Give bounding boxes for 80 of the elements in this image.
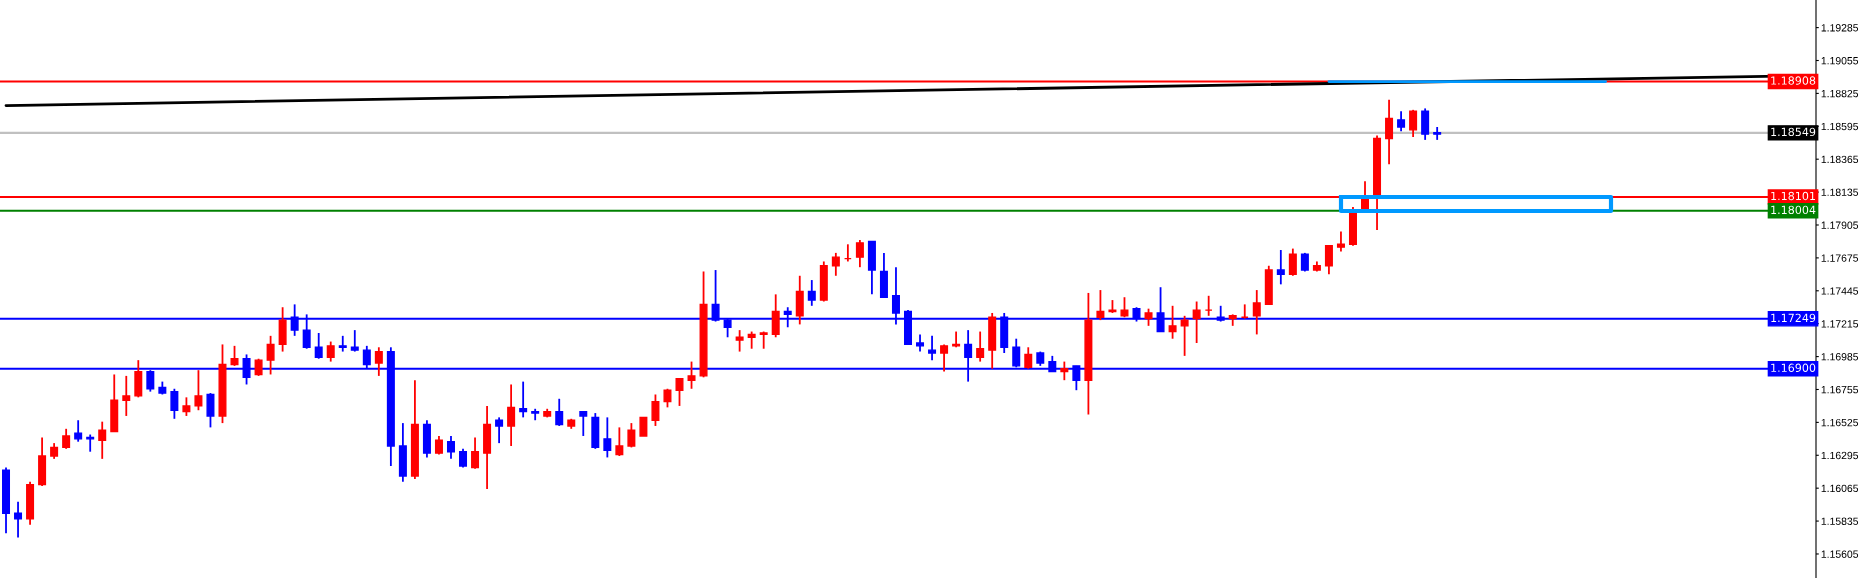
candlestick (86, 433, 95, 453)
candlestick (1276, 249, 1285, 286)
candlestick (1397, 110, 1406, 133)
candlestick (976, 330, 985, 363)
candlestick (62, 427, 71, 450)
candlestick (615, 426, 624, 457)
y-tick-label: 1.19285 (1821, 24, 1859, 32)
candlestick (1288, 247, 1297, 277)
candlestick (1180, 314, 1189, 357)
candlestick (338, 334, 347, 353)
candlestick (855, 239, 864, 269)
y-tick-label: 1.17675 (1821, 254, 1859, 262)
candlestick (639, 416, 648, 437)
y-tick-label: 1.18365 (1821, 155, 1859, 164)
y-tick-label: 1.18135 (1821, 188, 1859, 196)
candlestick (507, 383, 516, 447)
candlestick (603, 416, 612, 459)
candlestick (206, 392, 215, 429)
candlestick (14, 500, 23, 539)
candlestick (1421, 107, 1430, 141)
candlestick (627, 422, 636, 449)
candlestick (170, 387, 179, 420)
candlestick (1168, 304, 1177, 340)
candlestick (1252, 289, 1261, 336)
ref-line-label: 1.18549 (1771, 127, 1816, 137)
candlestick (1024, 346, 1033, 370)
candlestick (495, 416, 504, 445)
y-tick-label: 1.15605 (1821, 550, 1859, 558)
candlestick (74, 419, 83, 443)
candlestick (735, 329, 744, 353)
candlestick (182, 396, 191, 417)
ref-line-label: 1.18908 (1771, 76, 1816, 85)
y-tick-label: 1.18595 (1821, 122, 1859, 131)
candlestick (194, 369, 203, 412)
y-tick-label: 1.17445 (1821, 287, 1859, 295)
y-tick-label: 1.16065 (1821, 484, 1859, 493)
candlestick (771, 293, 780, 339)
candlestick (350, 329, 359, 353)
ref-line-label: 1.16900 (1771, 363, 1816, 372)
candlestick (446, 435, 455, 460)
candlestick (326, 340, 335, 363)
candlestick (519, 380, 528, 419)
candlestick (687, 360, 696, 390)
candlestick (807, 279, 816, 307)
candlestick (928, 334, 937, 362)
candlestick (98, 420, 107, 460)
candlestick (1060, 360, 1069, 382)
candlestick (122, 374, 131, 417)
y-tick-label: 1.18825 (1821, 89, 1859, 98)
y-tick-label: 1.16525 (1821, 418, 1859, 427)
candlestick (266, 334, 275, 376)
y-tick-label: 1.19055 (1821, 57, 1859, 65)
candlestick (1409, 108, 1418, 138)
candlestick (1385, 98, 1394, 166)
candlestick (555, 397, 564, 427)
candlestick (759, 330, 768, 350)
y-tick-label: 1.17905 (1821, 221, 1859, 229)
ref-line-label: 1.18004 (1771, 205, 1816, 215)
ref-line-label: 1.18101 (1771, 191, 1815, 201)
candlestick (940, 343, 949, 373)
y-tick-label: 1.16985 (1821, 353, 1859, 361)
candlestick (579, 410, 588, 437)
ref-line-label: 1.17249 (1771, 313, 1816, 323)
y-tick-label: 1.17215 (1821, 320, 1859, 328)
candlestick (831, 251, 840, 277)
candlestick (230, 344, 239, 367)
candlestick (663, 387, 672, 409)
candlestick (471, 436, 480, 470)
candlestick (1324, 244, 1333, 276)
y-tick-label: 1.16295 (1821, 451, 1859, 460)
candlestick (1192, 300, 1201, 344)
candlestick (314, 332, 323, 360)
y-tick-label: 1.15835 (1821, 517, 1859, 525)
candlestick (675, 377, 684, 407)
candlestick (434, 435, 443, 456)
candlestick (1336, 230, 1345, 253)
y-tick-label: 1.16755 (1821, 385, 1859, 394)
candlestick (651, 393, 660, 427)
candlestick (374, 346, 383, 377)
candlestick (1096, 289, 1105, 322)
